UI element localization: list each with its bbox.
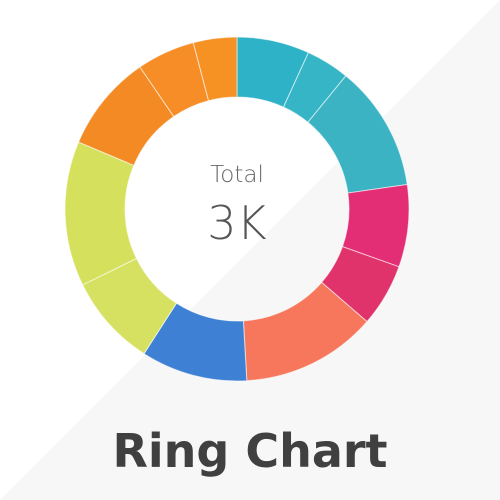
ring-slice-9[interactable]: [64, 141, 138, 286]
center-total-label: Total: [210, 162, 264, 188]
ring-slice-12[interactable]: [192, 36, 238, 102]
page-title: Ring Chart: [112, 424, 388, 478]
center-total-value: 3K: [207, 196, 267, 250]
ring-slices: [64, 36, 410, 382]
